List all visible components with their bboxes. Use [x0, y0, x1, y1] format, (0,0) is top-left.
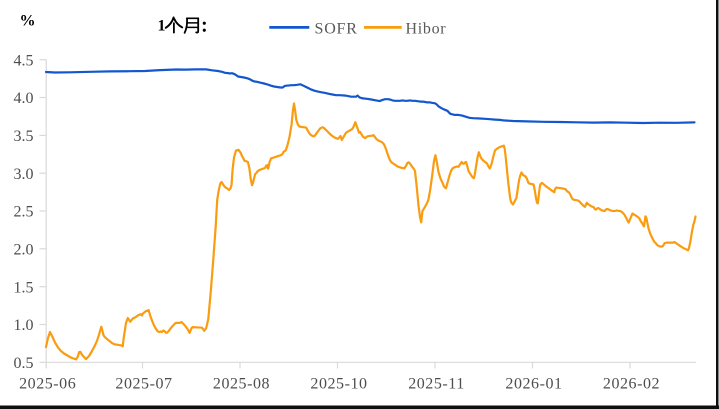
svg-text:0.5: 0.5 [14, 355, 34, 372]
svg-text:2.5: 2.5 [14, 204, 34, 221]
svg-text:%: % [20, 12, 36, 29]
svg-text:SOFR: SOFR [315, 21, 358, 38]
svg-text:1.5: 1.5 [14, 279, 34, 296]
svg-text:Hibor: Hibor [406, 21, 447, 38]
svg-text:2026-02: 2026-02 [603, 376, 660, 393]
svg-text:2025-06: 2025-06 [19, 376, 76, 393]
svg-text:1: 1 [158, 18, 166, 35]
svg-text:2.0: 2.0 [14, 242, 34, 259]
svg-text:1.0: 1.0 [14, 317, 34, 334]
svg-text:2026-01: 2026-01 [505, 376, 562, 393]
svg-text:3.5: 3.5 [14, 128, 34, 145]
svg-text:2025-07: 2025-07 [115, 376, 172, 393]
svg-text:2025-10: 2025-10 [310, 376, 367, 393]
svg-text:4.5: 4.5 [14, 52, 34, 69]
svg-text:4.0: 4.0 [14, 90, 34, 107]
svg-text:2025-08: 2025-08 [213, 376, 270, 393]
svg-text:2025-11: 2025-11 [408, 376, 465, 393]
svg-text:3.0: 3.0 [14, 166, 34, 183]
